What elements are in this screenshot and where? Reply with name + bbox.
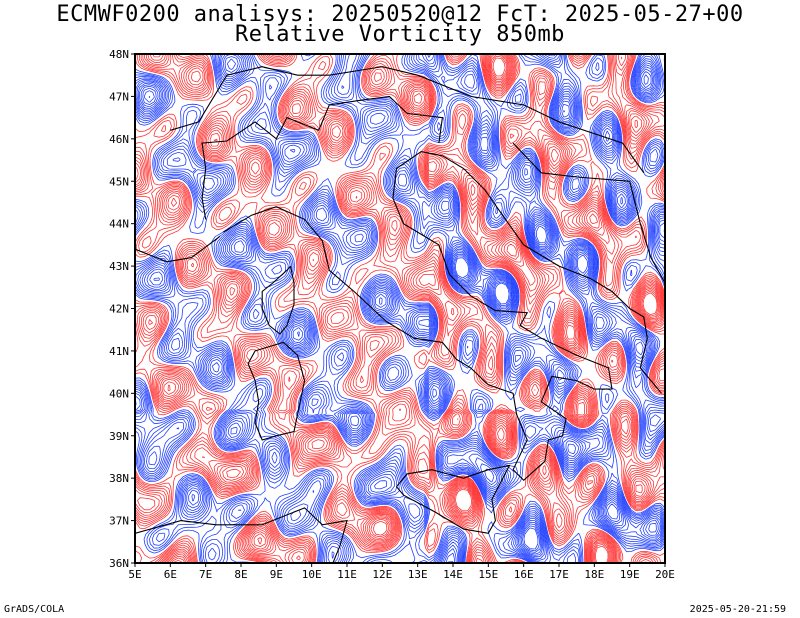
lat-tick-label: 44N	[109, 218, 129, 231]
latitude-axis: 36N 37N 38N 39N 40N 41N 42N 43N 44N 45N 46N 47N 48N	[109, 48, 135, 570]
negative-vorticity-contour	[135, 54, 665, 563]
lon-tick-label: 13E	[408, 568, 428, 581]
positive-vorticity-contour	[135, 54, 665, 563]
lon-tick-label: 9E	[270, 568, 283, 581]
lon-tick-label: 12E	[372, 568, 392, 581]
lon-tick-label: 14E	[443, 568, 463, 581]
title-line-1: ECMWF0200 analisys: 20250520@12 FcT: 202…	[56, 2, 744, 27]
lat-tick-label: 39N	[109, 430, 129, 443]
lat-tick-label: 41N	[109, 345, 129, 358]
negative-vorticity-contour	[135, 54, 665, 563]
lat-tick-label: 42N	[109, 303, 129, 316]
lon-tick-label: 7E	[199, 568, 212, 581]
coastline	[442, 155, 662, 394]
lat-tick-label: 38N	[109, 472, 129, 485]
lat-tick-label: 48N	[109, 48, 129, 61]
positive-vorticity-contour	[135, 54, 661, 563]
lat-tick-label: 40N	[109, 387, 129, 400]
coastline	[135, 520, 263, 534]
negative-vorticity-contour	[135, 54, 665, 563]
negative-vorticity-contour	[135, 54, 665, 563]
lon-tick-label: 18E	[584, 568, 604, 581]
lon-tick-label: 10E	[302, 568, 322, 581]
positive-vorticity-contour	[135, 54, 665, 563]
lon-tick-label: 20E	[655, 568, 675, 581]
lat-tick-label: 37N	[109, 515, 129, 528]
lat-tick-label: 36N	[109, 557, 129, 570]
negative-vorticity-contour	[135, 54, 665, 563]
lat-tick-label: 46N	[109, 133, 129, 146]
positive-vorticity-contour	[135, 54, 665, 563]
lon-tick-label: 8E	[234, 568, 247, 581]
coastline	[261, 265, 295, 335]
coastline	[512, 142, 665, 284]
negative-vorticity-contour	[135, 54, 665, 563]
timestamp-label: 2025-05-20-21:59	[689, 604, 786, 615]
longitude-axis: 5E 6E 7E 8E 9E 10E 11E 12E 13E 14E 15E 16E 17E 18E 19E…	[128, 563, 675, 581]
coastline	[261, 507, 348, 563]
positive-vorticity-contour	[163, 54, 660, 563]
negative-vorticity-contour	[148, 96, 623, 550]
lon-tick-label: 15E	[478, 568, 498, 581]
lon-tick-label: 5E	[128, 568, 141, 581]
negative-vorticity-contour	[135, 54, 665, 563]
negative-vorticity-contour	[135, 54, 665, 563]
positive-vorticity-contour	[135, 54, 665, 563]
positive-vorticity-contour	[135, 54, 665, 563]
credit-label: GrADS/COLA	[4, 604, 65, 615]
lat-tick-label: 43N	[109, 260, 129, 273]
negative-vorticity-contour	[135, 54, 665, 563]
coastline	[247, 341, 306, 441]
lon-tick-label: 11E	[337, 568, 357, 581]
lon-tick-label: 19E	[620, 568, 640, 581]
coastline	[223, 151, 613, 482]
positive-vorticity-contour	[135, 54, 665, 563]
lon-tick-label: 6E	[164, 568, 177, 581]
title-line-2: Relative Vorticity 850mb	[235, 22, 565, 47]
lon-tick-label: 17E	[549, 568, 569, 581]
coastline	[135, 235, 221, 263]
coastline-borders	[135, 66, 665, 563]
contour-field	[135, 54, 665, 563]
coastline	[396, 464, 511, 534]
negative-vorticity-contour	[135, 54, 665, 563]
negative-vorticity-contour	[142, 58, 665, 563]
lon-tick-label: 16E	[514, 568, 534, 581]
lat-tick-label: 45N	[109, 175, 129, 188]
coastline	[201, 95, 444, 220]
coastline	[170, 66, 645, 174]
lat-tick-label: 47N	[109, 90, 129, 103]
